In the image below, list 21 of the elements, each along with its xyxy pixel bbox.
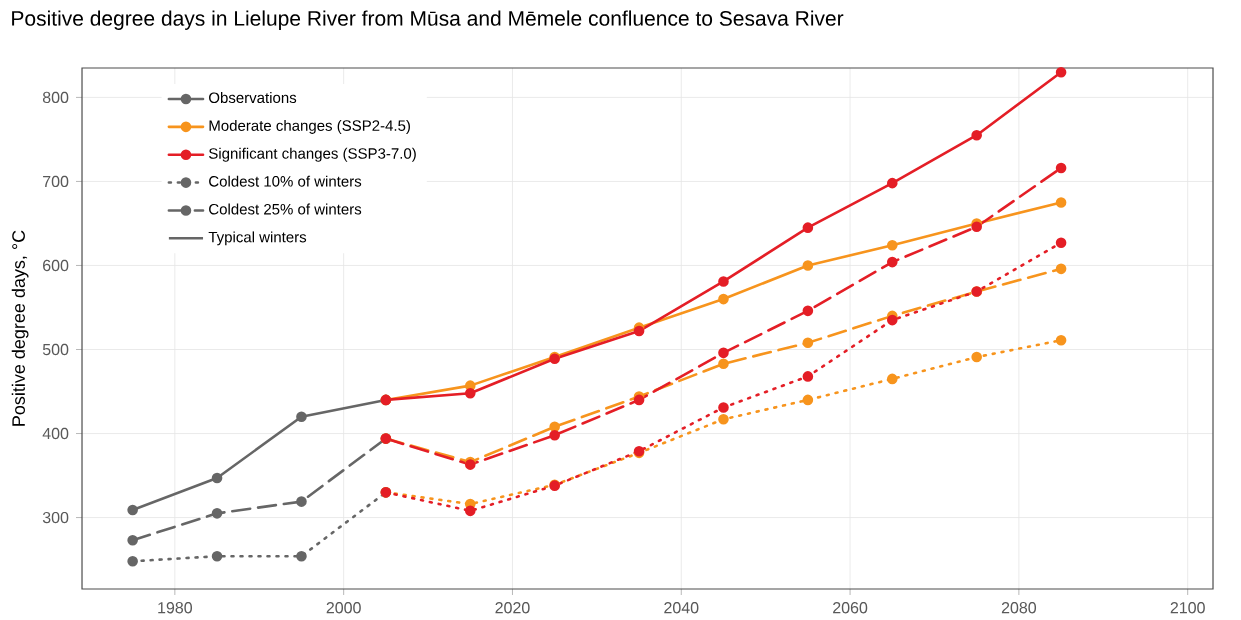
legend-label: Observations [209,92,297,104]
y-tick-label: 700 [43,175,69,188]
annotation: Typical winters [208,231,307,246]
x-tick-label: 2000 [326,602,361,614]
legend-label: Coldest 25% of winters [209,203,362,215]
x-tick-label: 2020 [495,602,530,614]
y-axis-title: Positive degree days, °C [11,230,29,426]
y-tick-label: 600 [43,259,69,272]
y-tick-label: 300 [42,511,69,524]
legend-label: Significant changes (SSP3-7.0) [209,147,416,162]
legend-label: Moderate changes (SSP2-4.5) [209,119,410,134]
legend-label: Coldest 10% of winters [209,175,362,187]
x-tick-label: 1980 [158,602,193,614]
chart-title: Positive degree days in Lielupe River from Mūsa and Mēmele confluence to Sesava River [12,10,844,30]
y-tick-label: 800 [42,91,69,104]
x-tick-label: 2100 [1170,602,1205,614]
x-tick-label: 2040 [664,602,699,614]
x-tick-label: 2080 [1001,602,1037,614]
y-tick-label: 500 [42,343,69,356]
x-tick-label: 2060 [833,602,868,614]
y-tick-label: 400 [42,427,69,440]
